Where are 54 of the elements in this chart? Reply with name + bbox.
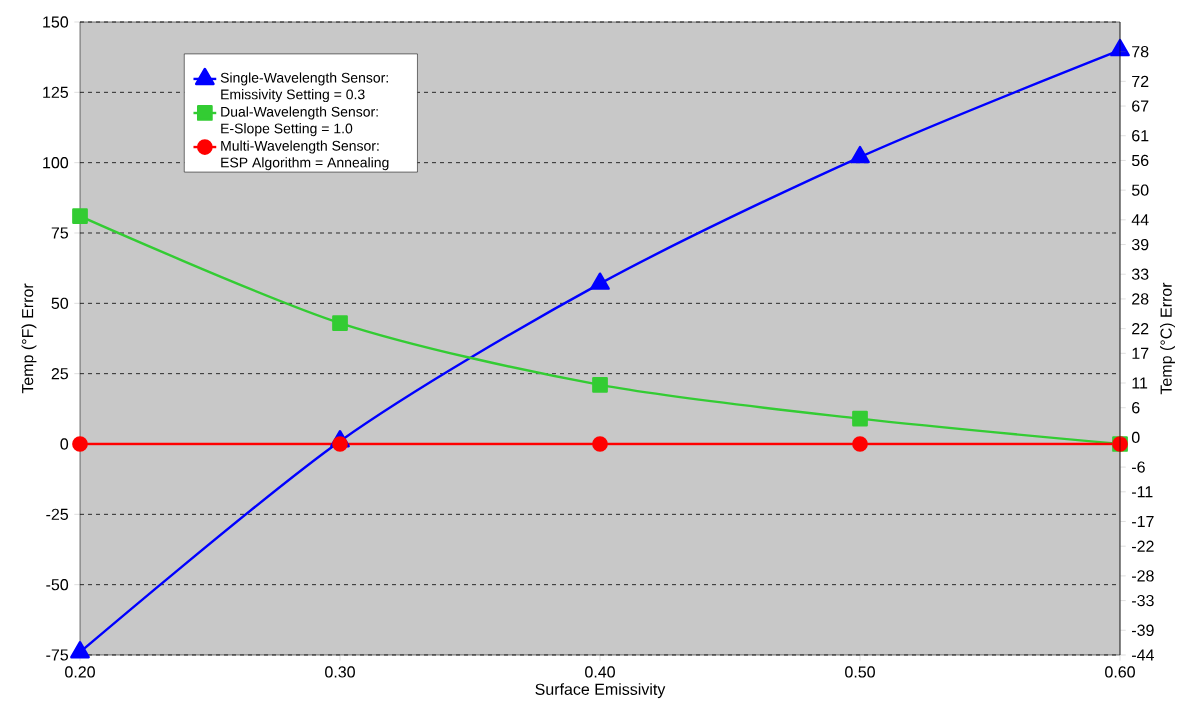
y-tick-label: 0 (60, 438, 69, 450)
y2-tick-label: 6 (1132, 402, 1140, 414)
y2-tick-label: 39 (1131, 238, 1149, 251)
y2-tick-label: -44 (1132, 649, 1154, 661)
y-tick-label: -25 (46, 508, 69, 520)
y2-tick-label: 44 (1131, 214, 1149, 226)
y2-axis-title: Temp (°C) Error (1160, 282, 1175, 395)
x-tick-label: 0.60 (1105, 666, 1135, 678)
y2-tick-label: -11 (1132, 486, 1153, 498)
x-tick-label: 0.30 (325, 666, 355, 678)
y2-tick-label: 0 (1131, 431, 1140, 444)
point (332, 315, 348, 331)
y-tick-label: 100 (43, 157, 69, 169)
y2-tick-label: 61 (1132, 130, 1149, 142)
point (592, 436, 608, 452)
x-tick-label: 0.50 (845, 666, 875, 678)
y2-tick-label: -28 (1132, 570, 1154, 582)
y-tick-label: -75 (46, 649, 69, 661)
x-axis-title: Surface Emissivity (535, 683, 666, 699)
y2-tick-label: 72 (1132, 75, 1149, 87)
y-tick-label: 75 (51, 227, 69, 239)
y2-tick-label: -6 (1132, 461, 1145, 473)
legend-label: Single-Wavelength Sensor: Emissivity Setting = 0.3 (220, 72, 388, 103)
y2-tick-label: -17 (1132, 515, 1154, 527)
y2-tick-label: 50 (1131, 184, 1149, 196)
y2-tick-label: 78 (1132, 46, 1149, 58)
y2-tick-label: 56 (1131, 154, 1149, 167)
y2-tick-label: -39 (1132, 624, 1154, 636)
point (72, 208, 88, 224)
point (852, 410, 868, 427)
y-tick-label: 125 (43, 86, 69, 98)
point (72, 436, 88, 452)
legend-label: Multi-Wavelength Sensor: ESP Algorithm = Annealing (221, 140, 389, 171)
y-tick-label: 50 (51, 297, 69, 309)
y2-tick-label: 17 (1132, 347, 1149, 359)
point (332, 436, 348, 452)
legend-label: Dual-Wavelength Sensor: E-Slope Setting = 1.0 (221, 106, 378, 137)
point (590, 272, 610, 290)
x-tick-label: 0.40 (585, 666, 615, 678)
y2-tick-label: 11 (1132, 377, 1148, 389)
y2-tick-label: -33 (1132, 594, 1154, 607)
y2-tick-label: -22 (1132, 540, 1154, 552)
point (852, 436, 868, 452)
y2-tick-label: 28 (1132, 293, 1149, 305)
y2-tick-label: 22 (1132, 323, 1149, 335)
y-axis-title: Temp (°F) Error (21, 283, 37, 394)
y2-tick-label: 67 (1132, 100, 1149, 112)
y-tick-label: 25 (51, 368, 69, 380)
x-tick-label: 0.20 (65, 666, 95, 678)
y2-tick-label: 33 (1131, 268, 1149, 280)
y-tick-label: -50 (46, 579, 69, 591)
point (850, 145, 870, 164)
point (592, 377, 608, 393)
y-tick-label: 150 (43, 16, 69, 28)
